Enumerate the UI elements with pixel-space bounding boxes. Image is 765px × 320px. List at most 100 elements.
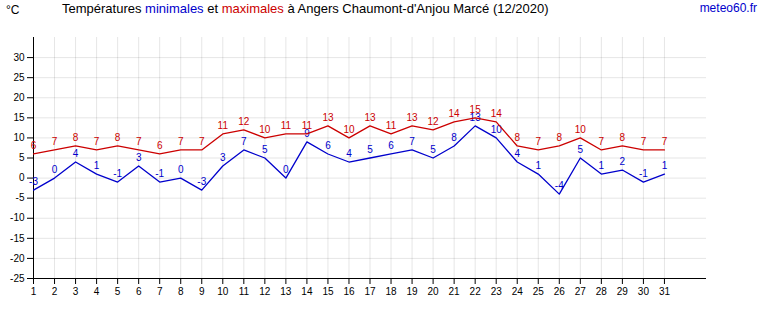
svg-text:0: 0	[52, 164, 58, 175]
svg-text:1: 1	[599, 160, 605, 171]
svg-text:20: 20	[428, 286, 440, 297]
svg-text:6: 6	[157, 140, 163, 151]
svg-text:0: 0	[19, 172, 25, 183]
svg-text:5: 5	[367, 144, 373, 155]
svg-text:7: 7	[157, 286, 163, 297]
svg-text:15: 15	[322, 286, 334, 297]
svg-text:10: 10	[13, 132, 25, 143]
svg-text:7: 7	[535, 136, 541, 147]
svg-text:5: 5	[430, 144, 436, 155]
svg-text:20: 20	[13, 92, 25, 103]
svg-text:0: 0	[283, 164, 289, 175]
svg-text:8: 8	[557, 132, 563, 143]
svg-text:14: 14	[301, 286, 313, 297]
svg-text:16: 16	[343, 286, 355, 297]
svg-text:31: 31	[659, 286, 671, 297]
svg-text:7: 7	[599, 136, 605, 147]
svg-text:25: 25	[533, 286, 545, 297]
svg-text:-3: -3	[197, 176, 206, 187]
svg-text:22: 22	[470, 286, 482, 297]
svg-text:-4: -4	[555, 180, 564, 191]
svg-text:27: 27	[575, 286, 587, 297]
svg-text:6: 6	[388, 140, 394, 151]
svg-text:1: 1	[535, 160, 541, 171]
svg-text:7: 7	[241, 136, 247, 147]
svg-text:-1: -1	[639, 168, 648, 179]
svg-text:3: 3	[136, 152, 142, 163]
svg-text:4: 4	[514, 148, 520, 159]
svg-text:13: 13	[280, 286, 292, 297]
svg-text:-1: -1	[113, 168, 122, 179]
svg-text:8: 8	[620, 132, 626, 143]
svg-text:2: 2	[620, 156, 626, 167]
svg-text:30: 30	[13, 52, 25, 63]
svg-text:3: 3	[220, 152, 226, 163]
svg-text:18: 18	[385, 286, 397, 297]
svg-text:12: 12	[428, 116, 440, 127]
svg-text:15: 15	[13, 112, 25, 123]
svg-text:8: 8	[451, 132, 457, 143]
svg-text:8: 8	[178, 286, 184, 297]
svg-text:25: 25	[13, 72, 25, 83]
svg-text:5: 5	[115, 286, 121, 297]
svg-text:7: 7	[199, 136, 205, 147]
svg-text:11: 11	[281, 120, 292, 131]
svg-text:12: 12	[259, 286, 271, 297]
svg-text:7: 7	[94, 136, 100, 147]
svg-text:-10: -10	[10, 212, 25, 223]
svg-text:11: 11	[386, 120, 397, 131]
svg-text:-25: -25	[10, 273, 25, 284]
svg-text:30: 30	[638, 286, 650, 297]
svg-text:2: 2	[52, 286, 58, 297]
svg-text:5: 5	[578, 144, 584, 155]
svg-text:10: 10	[575, 124, 587, 135]
svg-text:-15: -15	[10, 233, 25, 244]
svg-text:8: 8	[514, 132, 520, 143]
svg-text:5: 5	[19, 152, 25, 163]
svg-text:24: 24	[512, 286, 524, 297]
svg-text:7: 7	[409, 136, 415, 147]
svg-text:4: 4	[346, 148, 352, 159]
svg-text:1: 1	[662, 160, 668, 171]
svg-text:4: 4	[73, 148, 79, 159]
svg-text:8: 8	[73, 132, 79, 143]
svg-text:-1: -1	[155, 168, 164, 179]
svg-text:23: 23	[491, 286, 503, 297]
svg-text:7: 7	[136, 136, 142, 147]
svg-text:10: 10	[217, 286, 229, 297]
svg-text:14: 14	[491, 108, 503, 119]
svg-text:19: 19	[407, 286, 419, 297]
svg-text:6: 6	[136, 286, 142, 297]
svg-text:0: 0	[178, 164, 184, 175]
svg-text:21: 21	[449, 286, 461, 297]
svg-text:10: 10	[259, 124, 271, 135]
svg-text:8: 8	[115, 132, 121, 143]
svg-text:11: 11	[302, 120, 313, 131]
svg-text:-5: -5	[16, 192, 25, 203]
svg-text:28: 28	[596, 286, 608, 297]
svg-text:5: 5	[262, 144, 268, 155]
svg-text:7: 7	[178, 136, 184, 147]
svg-text:29: 29	[617, 286, 629, 297]
svg-text:11: 11	[218, 120, 229, 131]
svg-text:1: 1	[31, 286, 37, 297]
svg-text:13: 13	[364, 112, 376, 123]
svg-text:12: 12	[238, 116, 250, 127]
svg-text:11: 11	[239, 286, 250, 297]
svg-text:-3: -3	[29, 176, 38, 187]
svg-text:6: 6	[325, 140, 331, 151]
svg-text:7: 7	[52, 136, 58, 147]
svg-text:-20: -20	[10, 253, 25, 264]
svg-text:17: 17	[364, 286, 376, 297]
svg-text:26: 26	[554, 286, 566, 297]
svg-text:9: 9	[199, 286, 205, 297]
svg-text:4: 4	[94, 286, 100, 297]
svg-text:3: 3	[73, 286, 79, 297]
svg-text:7: 7	[641, 136, 647, 147]
svg-text:10: 10	[343, 124, 355, 135]
svg-text:1: 1	[94, 160, 100, 171]
svg-text:7: 7	[662, 136, 668, 147]
svg-text:13: 13	[322, 112, 334, 123]
svg-text:6: 6	[31, 140, 37, 151]
svg-text:13: 13	[407, 112, 419, 123]
